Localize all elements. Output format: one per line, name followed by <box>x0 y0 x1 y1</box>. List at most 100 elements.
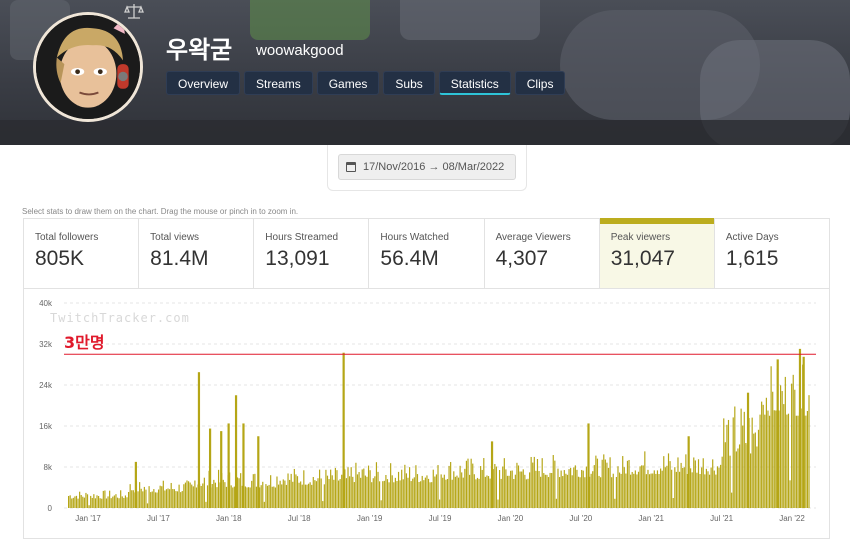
chart-bar <box>289 479 291 508</box>
stat-label: Peak viewers <box>610 232 671 243</box>
x-tick-label: Jan '18 <box>216 514 242 523</box>
chart-bar <box>652 473 654 508</box>
chart-bar <box>434 476 436 508</box>
scale-icon <box>124 4 144 19</box>
stats-row: Total followers 805K Total views 81.4M H… <box>23 218 830 289</box>
chart-bar <box>459 465 461 508</box>
chart-bar <box>601 459 603 508</box>
x-tick-label: Jul '20 <box>569 514 592 523</box>
chart-bar <box>216 487 218 508</box>
chart-bar <box>72 497 74 508</box>
chart-hint: Select stats to draw them on the chart. … <box>22 207 299 216</box>
chart-bar <box>71 498 73 508</box>
chart-bar <box>521 471 523 508</box>
tab-streams[interactable]: Streams <box>244 71 313 95</box>
chart-bar <box>410 481 412 508</box>
chart-bar <box>510 470 512 508</box>
chart-bar <box>693 457 695 508</box>
chart-bar <box>252 474 254 508</box>
chart-bar <box>435 474 438 508</box>
chart-bar-spike <box>257 436 260 508</box>
chart-bar <box>260 485 262 508</box>
chart-bar <box>249 487 251 508</box>
stat-total-followers[interactable]: Total followers 805K <box>24 219 140 288</box>
chart-bar <box>762 404 764 508</box>
chart-bar <box>454 476 456 508</box>
chart-bar <box>274 487 276 508</box>
chart-bar <box>533 456 535 508</box>
chart-bar <box>522 469 524 508</box>
chart-bar <box>453 471 455 508</box>
stat-active-days[interactable]: Active Days 1,615 <box>715 219 829 288</box>
chart-bar <box>669 461 671 508</box>
chart-bar <box>325 469 327 508</box>
chart-bar <box>612 473 614 508</box>
chart-bar <box>514 474 516 508</box>
chart-canvas: 0 8k 16k 24k 32k 40k Jan '17 Jul '17 Jan '18 Jul … <box>39 299 816 523</box>
chart-bar <box>397 471 400 508</box>
tab-overview[interactable]: Overview <box>166 71 241 95</box>
channel-id: woowakgood <box>256 42 344 59</box>
chart-bar-spike <box>208 428 212 508</box>
chart-bar <box>292 481 294 508</box>
chart-bar <box>202 483 204 508</box>
date-range-picker[interactable]: 17/Nov/2016 → 08/Mar/2022 <box>338 154 516 180</box>
chart-bar <box>617 466 619 508</box>
chart-bar <box>527 478 529 508</box>
chart-bar <box>355 462 357 508</box>
stat-value: 31,047 <box>610 247 675 270</box>
chart-bar <box>431 482 433 508</box>
chart-bar <box>472 463 474 508</box>
chart-bar <box>118 498 120 508</box>
chart-bar <box>82 496 84 508</box>
chart-bar <box>402 479 404 508</box>
chart-bar <box>478 478 480 508</box>
stat-average-viewers[interactable]: Average Viewers 4,307 <box>485 219 600 288</box>
chart-bar <box>517 465 520 508</box>
stat-total-views[interactable]: Total views 81.4M <box>139 219 255 288</box>
chart-bar <box>94 498 97 508</box>
chart-bar <box>173 489 175 508</box>
stat-hours-watched[interactable]: Hours Watched 56.4M <box>369 219 485 288</box>
chart-bar <box>273 486 275 508</box>
stat-peak-viewers[interactable]: Peak viewers 31,047 <box>599 218 715 288</box>
chart-bar <box>571 475 573 508</box>
chart-bar <box>642 465 644 508</box>
chart-bar <box>742 425 744 508</box>
chart-bar <box>691 472 693 508</box>
peak-viewers-chart[interactable]: 0 8k 16k 24k 32k 40k Jan '17 Jul '17 Jan '18 Jul … <box>23 289 830 539</box>
chart-bar <box>379 481 381 508</box>
chart-bar <box>538 471 540 508</box>
chart-bar <box>307 483 310 508</box>
chart-bar <box>383 480 385 508</box>
chart-bar <box>393 482 395 508</box>
chart-bar <box>83 497 85 508</box>
chart-bar <box>686 473 689 508</box>
chart-bar <box>585 466 587 508</box>
chart-bar <box>382 481 384 508</box>
tab-clips[interactable]: Clips <box>514 71 566 95</box>
chart-bar <box>268 484 270 508</box>
chart-bar <box>581 469 583 508</box>
chart-bar <box>606 462 608 508</box>
avatar[interactable] <box>33 12 143 122</box>
stat-label: Active Days <box>725 232 779 243</box>
chart-bar <box>778 410 780 508</box>
stat-hours-streamed[interactable]: Hours Streamed 13,091 <box>254 219 370 288</box>
tab-games[interactable]: Games <box>316 71 380 95</box>
stat-value: 81.4M <box>150 247 209 270</box>
chart-bar <box>461 472 463 508</box>
tab-statistics[interactable]: Statistics <box>438 71 511 95</box>
chart-bar-spike <box>802 356 805 508</box>
chart-bar <box>255 486 258 508</box>
chart-bar <box>132 490 134 508</box>
chart-bar <box>439 499 441 508</box>
chart-bar <box>772 391 774 508</box>
chart-bar <box>731 492 733 508</box>
tab-subs[interactable]: Subs <box>383 71 435 95</box>
chart-bar <box>446 478 449 508</box>
chart-bar <box>230 485 232 508</box>
chart-bar <box>277 484 280 508</box>
chart-bar <box>101 498 103 508</box>
chart-bar <box>238 478 240 508</box>
